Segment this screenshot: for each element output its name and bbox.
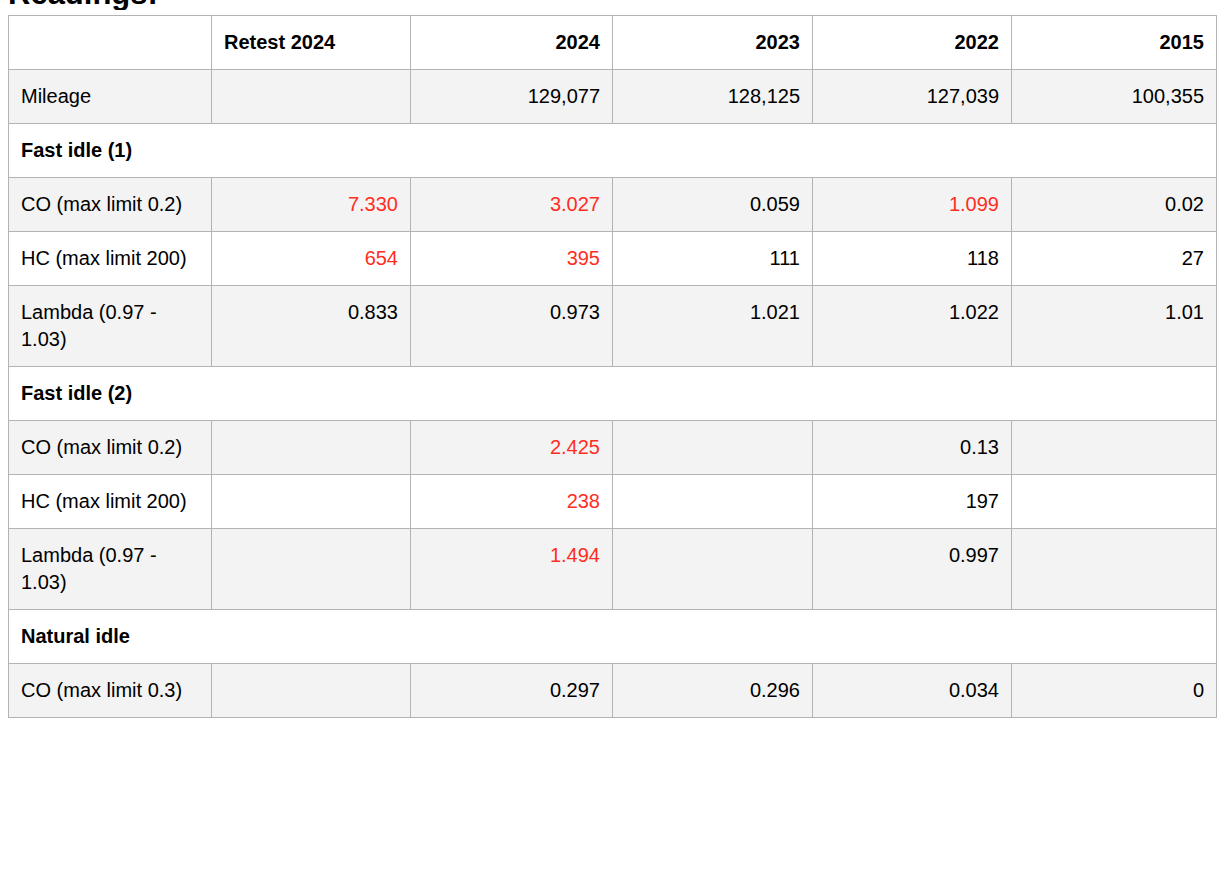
year-header: 2023: [613, 16, 813, 70]
cell-value: 197: [813, 475, 1012, 529]
cell-value: 2.425: [411, 421, 613, 475]
cell-value: [1012, 421, 1217, 475]
cell-value: 127,039: [813, 70, 1012, 124]
row-label: HC (max limit 200): [9, 475, 212, 529]
row-label: CO (max limit 0.3): [9, 664, 212, 718]
row-label: CO (max limit 0.2): [9, 178, 212, 232]
cell-value: [212, 70, 411, 124]
cell-value: [1012, 529, 1217, 610]
cell-value: 111: [613, 232, 813, 286]
cell-value: 7.330: [212, 178, 411, 232]
table-row: CO (max limit 0.2) 2.425 0.13: [9, 421, 1217, 475]
year-header: 2015: [1012, 16, 1217, 70]
cell-value: 1.099: [813, 178, 1012, 232]
cell-value: 3.027: [411, 178, 613, 232]
header-row: Retest 20242024202320222015: [9, 16, 1217, 70]
cell-value: 654: [212, 232, 411, 286]
table-row: CO (max limit 0.3) 0.2970.2960.0340: [9, 664, 1217, 718]
row-label: HC (max limit 200): [9, 232, 212, 286]
table-row: HC (max limit 200)65439511111827: [9, 232, 1217, 286]
row-label: Lambda (0.97 - 1.03): [9, 286, 212, 367]
cell-value: 128,125: [613, 70, 813, 124]
row-label: CO (max limit 0.2): [9, 421, 212, 475]
cell-value: 1.022: [813, 286, 1012, 367]
section-row: Fast idle (2): [9, 367, 1217, 421]
year-header: 2022: [813, 16, 1012, 70]
page-title: Readings:: [8, 0, 1216, 10]
year-header: Retest 2024: [212, 16, 411, 70]
cell-value: 238: [411, 475, 613, 529]
cell-value: 1.494: [411, 529, 613, 610]
cell-value: 395: [411, 232, 613, 286]
table-body: Mileage129,077128,125127,039100,355Fast …: [9, 70, 1217, 718]
cell-value: 0.297: [411, 664, 613, 718]
readings-table: Retest 20242024202320222015 Mileage 129,0…: [8, 15, 1217, 718]
cell-value: 0.833: [212, 286, 411, 367]
table-row: CO (max limit 0.2)7.3303.0270.0591.0990.…: [9, 178, 1217, 232]
corner-header-cell: [9, 16, 212, 70]
cell-value: [212, 529, 411, 610]
cell-value: 1.01: [1012, 286, 1217, 367]
cell-value: 0.973: [411, 286, 613, 367]
section-row: Natural idle: [9, 610, 1217, 664]
cell-value: [613, 475, 813, 529]
year-header: 2024: [411, 16, 613, 70]
cell-value: 129,077: [411, 70, 613, 124]
table-row: Mileage 129,077128,125127,039100,355: [9, 70, 1217, 124]
section-label: Natural idle: [9, 610, 1217, 664]
cell-value: [212, 421, 411, 475]
cell-value: 0.13: [813, 421, 1012, 475]
page: Readings: Retest 20242024202320222015 Mi…: [0, 0, 1224, 718]
clipped-heading-container: Readings:: [8, 0, 1216, 10]
cell-value: 1.021: [613, 286, 813, 367]
section-label: Fast idle (1): [9, 124, 1217, 178]
row-label: Mileage: [9, 70, 212, 124]
section-label: Fast idle (2): [9, 367, 1217, 421]
cell-value: 0.997: [813, 529, 1012, 610]
section-row: Fast idle (1): [9, 124, 1217, 178]
cell-value: [613, 529, 813, 610]
table-row: HC (max limit 200) 238 197: [9, 475, 1217, 529]
cell-value: [212, 475, 411, 529]
cell-value: 0.059: [613, 178, 813, 232]
cell-value: 0.02: [1012, 178, 1217, 232]
cell-value: 100,355: [1012, 70, 1217, 124]
cell-value: 0: [1012, 664, 1217, 718]
table-header: Retest 20242024202320222015: [9, 16, 1217, 70]
row-label: Lambda (0.97 - 1.03): [9, 529, 212, 610]
cell-value: [613, 421, 813, 475]
cell-value: 118: [813, 232, 1012, 286]
table-row: Lambda (0.97 - 1.03)0.8330.9731.0211.022…: [9, 286, 1217, 367]
cell-value: 0.034: [813, 664, 1012, 718]
cell-value: [212, 664, 411, 718]
cell-value: 0.296: [613, 664, 813, 718]
cell-value: 27: [1012, 232, 1217, 286]
cell-value: [1012, 475, 1217, 529]
table-row: Lambda (0.97 - 1.03) 1.494 0.997: [9, 529, 1217, 610]
